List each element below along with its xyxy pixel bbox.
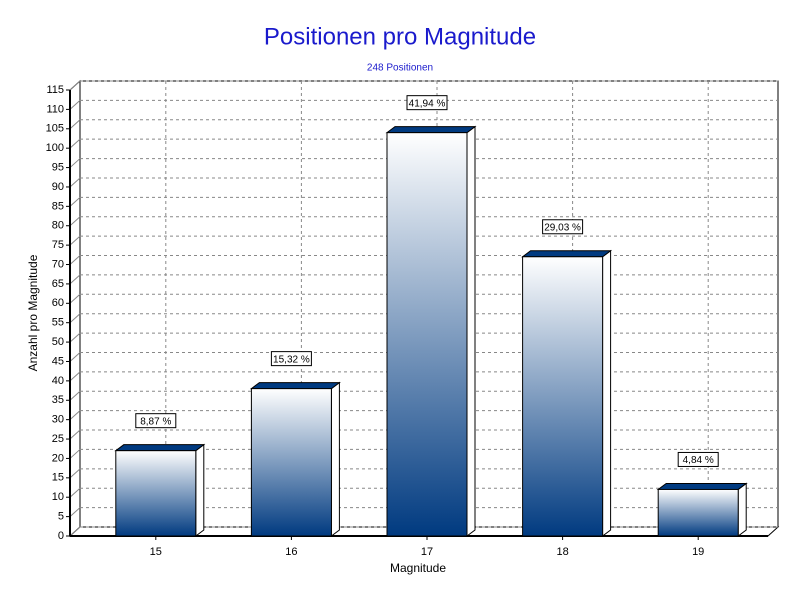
y-tick-label: 5 (58, 511, 64, 523)
grid-line-side (69, 390, 81, 401)
value-label: 4,84 % (683, 455, 714, 466)
grid-line-side (69, 196, 81, 207)
grid-line-side (69, 371, 81, 382)
grid-line-side (69, 487, 81, 498)
y-tick-label: 55 (52, 317, 64, 329)
value-label: 15,32 % (273, 354, 310, 365)
grid-line-side (69, 119, 81, 130)
x-axis-label: Magnitude (390, 561, 446, 575)
y-tick-label: 100 (46, 142, 64, 154)
grid-line-side (69, 138, 81, 149)
y-tick-label: 60 (52, 297, 64, 309)
grid-line-side (69, 235, 81, 246)
bar-side (330, 381, 340, 537)
y-axis-label: Anzahl pro Magnitude (26, 254, 40, 371)
grid-line-side (69, 293, 81, 304)
bar-side (195, 443, 205, 537)
value-label-box (542, 219, 584, 235)
value-label-box (270, 351, 312, 367)
grid-line-side (69, 332, 81, 343)
value-label-box (677, 451, 719, 467)
value-label: 41,94 % (409, 98, 446, 109)
x-tick-label: 16 (285, 546, 297, 558)
value-label: 8,87 % (140, 416, 171, 427)
left-wall (69, 79, 81, 538)
y-tick-label: 25 (52, 433, 64, 445)
y-tick-label: 90 (52, 181, 64, 193)
bar-side (737, 482, 747, 537)
bar-top (521, 250, 613, 258)
x-tick-label: 18 (556, 546, 568, 558)
value-label: 29,03 % (544, 222, 581, 233)
y-tick-label: 0 (58, 530, 64, 542)
grid-line-side (69, 216, 81, 227)
y-tick-label: 65 (52, 278, 64, 290)
value-label-box (135, 413, 177, 429)
grid-line-side (69, 410, 81, 421)
y-tick-label: 45 (52, 355, 64, 367)
grid-line-side (69, 507, 81, 517)
grid-line-side (69, 274, 81, 285)
grid-line-side (69, 177, 81, 188)
grid-line-side (69, 526, 81, 537)
y-tick-label: 35 (52, 394, 64, 406)
bar (115, 450, 197, 537)
bar (386, 132, 468, 537)
grid-line-side (69, 100, 81, 110)
y-tick-label: 40 (52, 375, 64, 387)
bar (522, 256, 604, 537)
grid-line-side (69, 429, 81, 440)
grid-line-side (69, 255, 81, 265)
grid-line-side (69, 313, 81, 324)
x-tick-label: 17 (421, 546, 433, 558)
grid-line-side (69, 80, 81, 91)
y-tick-label: 10 (52, 491, 64, 503)
y-tick-label: 20 (52, 452, 64, 464)
y-tick-label: 80 (52, 220, 64, 232)
y-tick-label: 70 (52, 258, 64, 270)
y-tick-label: 105 (46, 123, 64, 135)
y-tick-label: 85 (52, 200, 64, 212)
grid-line-side (69, 468, 81, 479)
y-tick-label: 115 (46, 84, 64, 96)
chart-subtitle: 248 Positionen (367, 63, 433, 74)
y-tick-label: 50 (52, 336, 64, 348)
grid-line-side (69, 158, 81, 168)
y-tick-label: 95 (52, 161, 64, 173)
value-label-box (406, 95, 448, 111)
bar-top (385, 126, 477, 134)
bar (657, 488, 739, 537)
bar-side (602, 249, 612, 537)
bar-top (249, 382, 341, 390)
x-tick-label: 15 (150, 546, 162, 558)
grid-line-side (69, 352, 81, 362)
x-tick-label: 19 (692, 546, 704, 558)
y-tick-label: 30 (52, 414, 64, 426)
y-tick-label: 15 (52, 472, 64, 484)
chart-title: Positionen pro Magnitude (264, 23, 536, 50)
bar-top (114, 444, 206, 452)
y-tick-label: 75 (52, 239, 64, 251)
y-tick-label: 110 (46, 103, 64, 115)
bar (250, 388, 332, 537)
bar-side (466, 125, 476, 537)
grid-line-side (69, 449, 81, 459)
bar-top (656, 482, 748, 490)
